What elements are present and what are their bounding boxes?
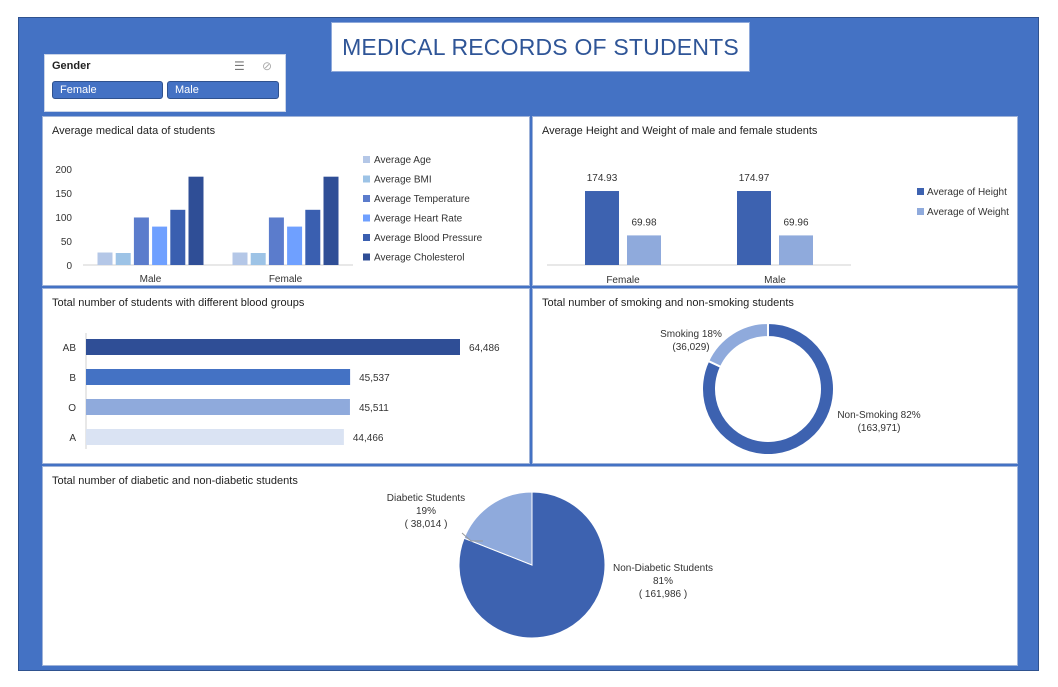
multi-select-icon[interactable]: ☰ [234,59,245,73]
legend-label-average-bmi: Average BMI [374,175,432,186]
y-tick-label: 0 [66,261,72,272]
bar-average-of-weight-male [779,235,813,265]
bar-average-heart-rate-female [287,226,303,265]
bar-blood-group-o [86,399,350,415]
slice-smoking [706,321,769,369]
legend-label-average-temperature: Average Temperature [374,194,470,205]
slice-non-smoking [701,321,835,456]
y-tick-label: 150 [55,189,72,200]
y-tick-label: O [68,403,76,414]
slice-label-diabetic: Diabetic Students [387,493,465,504]
blood-group-chart: AB 64,486 B 45,537 O 45,511 A 44,466 [63,333,500,449]
x-tick-label: Male [764,275,786,285]
legend-swatch-average-of-height [917,188,924,195]
legend-swatch-average-bmi [363,175,370,183]
legend-label-average-of-height: Average of Height [927,187,1007,198]
y-tick-label: 50 [61,237,73,248]
diabetic-chart-title: Total number of diabetic and non-diabeti… [52,475,298,487]
slice-count-non-diabetic: ( 161,986 ) [639,589,687,600]
bar-blood-group-b [86,369,351,385]
y-tick-label: 200 [55,165,72,176]
height-weight-chart: 174.93 69.98 Female 174.97 69.96 Male Average … [547,173,1009,285]
legend-label-average-of-weight: Average of Weight [927,207,1009,218]
diabetic-chart: Non-Diabetic Students 81% ( 161,986 ) Diabe… [387,491,713,639]
legend-swatch-average-heart-rate [363,214,370,222]
bar-blood-group-a [86,429,344,445]
data-label: 45,511 [359,403,389,414]
smoking-panel: Total number of smoking and non-smoking … [532,288,1018,464]
x-tick-label: Female [269,274,303,285]
dashboard-title-box: MEDICAL RECORDS OF STUDENTS [331,22,750,72]
dashboard-title: MEDICAL RECORDS OF STUDENTS [342,33,739,60]
bar-average-heart-rate-male [152,226,168,265]
medical-data-panel: Average medical data of students 0 50 100 1… [42,116,530,286]
legend-swatch-average-temperature [363,195,370,202]
y-tick-label: A [69,433,76,444]
slice-label-smoking: Smoking 18% [660,329,722,340]
data-label: 44,466 [353,433,384,444]
height-weight-panel: Average Height and Weight of male and fe… [532,116,1018,286]
y-tick-label: 100 [55,213,72,224]
bar-average-blood-pressure-male [170,209,186,265]
slice-label-non-diabetic: Non-Diabetic Students [613,563,713,574]
legend-swatch-average-cholesterol [363,253,370,261]
data-label: 174.97 [739,173,770,184]
legend-label-average-age: Average Age [374,155,432,166]
bar-average-of-height-female [585,191,619,265]
data-label: 64,486 [469,343,500,354]
medical-data-chart-title: Average medical data of students [52,125,216,137]
data-label: 69.98 [631,217,656,228]
bar-average-temperature-female [268,217,284,265]
bar-average-cholesterol-male [188,176,204,265]
bar-average-blood-pressure-female [305,209,321,265]
slice-diabetic-students [463,491,533,566]
legend-swatch-average-of-weight [917,208,924,215]
legend-swatch-average-blood-pressure [363,234,370,241]
bar-average-age-male [97,252,113,265]
legend-label-average-heart-rate: Average Heart Rate [374,214,463,225]
slicer-option-male[interactable]: Male [167,81,279,99]
diabetic-panel: Total number of diabetic and non-diabeti… [42,466,1018,666]
y-tick-label: B [69,373,76,384]
clear-filter-icon[interactable]: ⊘ [262,59,273,73]
slicer-header: Gender [52,60,91,72]
gender-slicer: Gender ☰ ⊘ Female Male [44,54,286,112]
blood-group-chart-title: Total number of students with different … [52,297,305,309]
slice-count-non-smoking: (163,971) [858,423,901,434]
legend-label-average-cholesterol: Average Cholesterol [374,253,464,264]
bar-average-of-height-male [737,191,771,265]
slice-count-diabetic: ( 38,014 ) [405,519,448,530]
medical-data-chart: 0 50 100 150 200 Male Female Average Age Average… [55,155,483,285]
bar-blood-group-ab [86,339,460,355]
data-label: 45,537 [359,373,390,384]
data-label: 69.96 [783,217,808,228]
slice-non-diabetic-students [458,491,606,639]
slice-percent-non-diabetic: 81% [653,576,673,587]
bar-average-temperature-male [133,217,149,265]
bar-average-age-female [232,252,248,265]
data-label: 174.93 [587,173,618,184]
bar-average-of-weight-female [627,235,661,265]
legend-swatch-average-age [363,156,370,163]
slice-label-non-smoking: Non-Smoking 82% [837,410,920,421]
x-tick-label: Male [140,274,162,285]
bar-average-bmi-female [250,253,266,265]
slice-percent-diabetic: 19% [416,506,436,517]
bar-average-bmi-male [115,253,131,265]
height-weight-chart-title: Average Height and Weight of male and fe… [542,125,818,137]
smoking-chart: Non-Smoking 82% (163,971) Smoking 18% (36,0… [660,321,921,456]
leader-line-diabetic [461,532,483,542]
y-tick-label: AB [63,343,77,354]
slice-count-smoking: (36,029) [672,342,709,353]
x-tick-label: Female [606,275,640,285]
legend-label-average-blood-pressure: Average Blood Pressure [374,233,483,244]
blood-group-panel: Total number of students with different … [42,288,530,464]
bar-average-cholesterol-female [323,176,339,265]
slicer-option-female[interactable]: Female [52,81,163,99]
smoking-chart-title: Total number of smoking and non-smoking … [542,297,794,309]
